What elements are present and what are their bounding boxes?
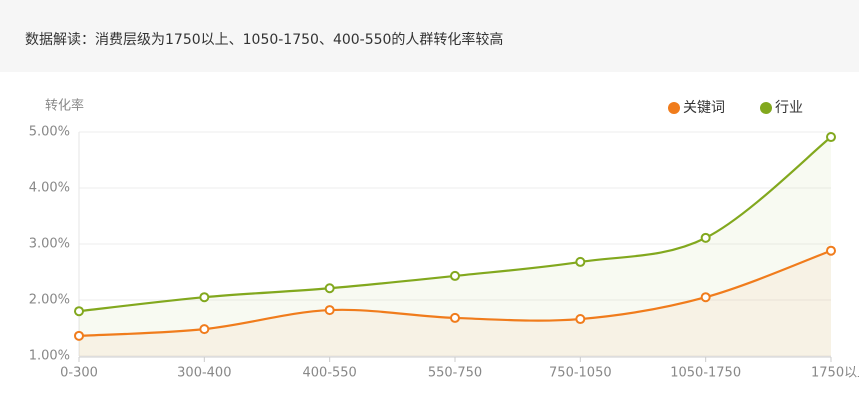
legend-label: 行业 — [775, 100, 803, 116]
annotation: 数据解读：消费层级为1750以上、1050-1750、400-550的人群转化率… — [25, 31, 503, 48]
point — [826, 245, 836, 256]
area — [79, 137, 831, 356]
y-tick-label: 4.00% — [29, 181, 70, 196]
point — [450, 270, 460, 281]
x-tick-label: 550-750 — [428, 366, 482, 381]
point — [324, 283, 335, 294]
point — [450, 312, 460, 323]
x-tick-label: 0-300 — [60, 366, 98, 381]
point — [74, 330, 84, 341]
area — [79, 250, 831, 356]
y-tick-label: 3.00% — [29, 237, 70, 252]
point — [700, 232, 711, 243]
legend-marker — [760, 102, 772, 114]
x-tick-label: 300-400 — [177, 366, 231, 381]
banner — [0, 0, 859, 72]
x-tick-label: 1750以上 — [811, 366, 859, 381]
legend-marker — [668, 102, 680, 114]
legend-label: 关键词 — [683, 100, 725, 116]
point — [199, 324, 210, 335]
x-tick-label: 750-1050 — [549, 366, 612, 381]
point — [826, 132, 836, 143]
point — [324, 305, 335, 316]
y-tick-label: 1.00% — [29, 349, 70, 364]
y-axis-label: 转化率 — [45, 98, 84, 114]
point — [575, 314, 586, 325]
x-tick-label: 1050-1750 — [670, 366, 741, 381]
point — [575, 256, 586, 267]
point — [74, 306, 84, 317]
y-tick-label: 2.00% — [29, 293, 70, 308]
point — [199, 292, 210, 303]
y-tick-label: 5.00% — [29, 125, 70, 140]
x-tick-label: 400-550 — [303, 366, 357, 381]
point — [700, 292, 711, 303]
